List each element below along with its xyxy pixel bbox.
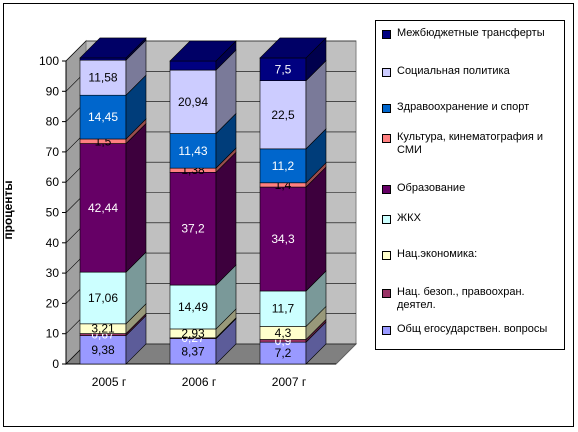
data-label: 4,3 bbox=[275, 326, 292, 340]
bar-segment-side bbox=[305, 166, 327, 292]
legend-swatch bbox=[382, 185, 391, 194]
bar-segment bbox=[169, 60, 217, 71]
legend-item: ЖКХ bbox=[380, 212, 560, 225]
legend-swatch bbox=[382, 215, 391, 224]
x-tick-label: 2006 г bbox=[182, 375, 217, 389]
y-tick-label: 0 bbox=[52, 357, 59, 371]
legend-item: Нац.экономика: bbox=[380, 248, 560, 261]
x-tick-label: 2005 г bbox=[92, 375, 127, 389]
bar-top bbox=[79, 37, 147, 59]
y-tick-label: 70 bbox=[46, 145, 60, 159]
data-label: 9,38 bbox=[91, 343, 115, 357]
data-label: 11,2 bbox=[272, 159, 295, 173]
bar-segment-side bbox=[125, 122, 147, 273]
data-label: 7,5 bbox=[275, 62, 292, 76]
legend-item: Образование bbox=[380, 182, 560, 195]
bar-segment bbox=[259, 80, 307, 150]
legend-item: Здравоохранение и спорт bbox=[380, 101, 560, 114]
bar-top bbox=[169, 40, 237, 62]
legend-item: Общ егосударствен. вопросы bbox=[380, 323, 560, 336]
bar-segment bbox=[259, 148, 307, 184]
legend-label: Образование bbox=[397, 182, 466, 194]
bar-top bbox=[259, 37, 327, 59]
y-tick-label: 90 bbox=[46, 84, 60, 98]
y-tick-label: 50 bbox=[46, 206, 60, 220]
bar-segment bbox=[79, 335, 127, 365]
legend-item: Нац. безоп., правоохран. деятел. bbox=[380, 286, 560, 312]
legend-label: Нац.экономика: bbox=[397, 248, 478, 260]
legend-swatch bbox=[382, 134, 391, 143]
y-tick-label: 60 bbox=[46, 175, 60, 189]
data-label: 8,37 bbox=[181, 344, 205, 358]
legend-swatch bbox=[382, 326, 391, 335]
y-tick-label: 40 bbox=[46, 236, 60, 250]
legend-label: Нац. безоп., правоохран. деятел. bbox=[397, 286, 525, 311]
data-label: 20,94 bbox=[178, 95, 208, 109]
bar-segment-side bbox=[215, 151, 237, 286]
bar-segment bbox=[79, 94, 127, 140]
legend-swatch bbox=[382, 68, 391, 77]
bar-segment bbox=[259, 290, 307, 327]
data-label: 22,5 bbox=[271, 108, 295, 122]
legend-label: Общ егосударствен. вопросы bbox=[397, 323, 548, 335]
bar-segment bbox=[259, 186, 307, 292]
legend-label: Социальная политика bbox=[397, 65, 510, 77]
y-tick-label: 10 bbox=[46, 327, 60, 341]
x-tick-label: 2007 г bbox=[272, 375, 307, 389]
bar-segment bbox=[79, 57, 127, 61]
y-tick-label: 80 bbox=[46, 115, 60, 129]
legend-item: Социальная политика bbox=[380, 65, 560, 78]
bar-segment bbox=[169, 284, 217, 330]
y-tick-label: 20 bbox=[46, 296, 60, 310]
y-tick-label: 30 bbox=[46, 266, 60, 280]
legend-label: Межбюджетные трансферты bbox=[397, 27, 545, 39]
legend-item: Межбюджетные трансферты bbox=[380, 27, 560, 40]
data-label: 17,06 bbox=[88, 291, 118, 305]
legend-label: ЖКХ bbox=[397, 212, 421, 224]
data-label: 37,2 bbox=[181, 222, 205, 236]
y-axis-label: проценты bbox=[1, 180, 15, 240]
bar-segment bbox=[169, 172, 217, 286]
data-label: 11,43 bbox=[178, 144, 207, 158]
gridline bbox=[65, 40, 356, 62]
bar-segment bbox=[79, 59, 127, 96]
data-label: 14,45 bbox=[88, 110, 118, 124]
legend-item: Культура, кинематография и СМИ bbox=[380, 131, 560, 157]
legend-label: Здравоохранение и спорт bbox=[397, 101, 530, 113]
data-label: 42,44 bbox=[88, 201, 118, 215]
bar-segment bbox=[79, 143, 127, 273]
legend: Межбюджетные трансферты Социальная полити… bbox=[375, 20, 565, 350]
y-tick-label: 100 bbox=[39, 54, 59, 68]
legend-label: Культура, кинематография и СМИ bbox=[397, 131, 544, 156]
legend-swatch bbox=[382, 251, 391, 260]
bar-segment bbox=[79, 271, 127, 325]
data-label: 11,58 bbox=[88, 71, 117, 85]
data-label: 14,49 bbox=[178, 300, 208, 314]
bar-segment bbox=[169, 69, 217, 134]
legend-swatch bbox=[382, 30, 391, 39]
data-label: 2,93 bbox=[181, 326, 205, 340]
data-label: 7,2 bbox=[275, 346, 292, 360]
data-label: 11,7 bbox=[272, 302, 295, 316]
legend-swatch bbox=[382, 289, 391, 298]
data-label: 34,3 bbox=[271, 232, 295, 246]
legend-swatch bbox=[382, 104, 391, 113]
data-label: 3,21 bbox=[91, 322, 115, 336]
